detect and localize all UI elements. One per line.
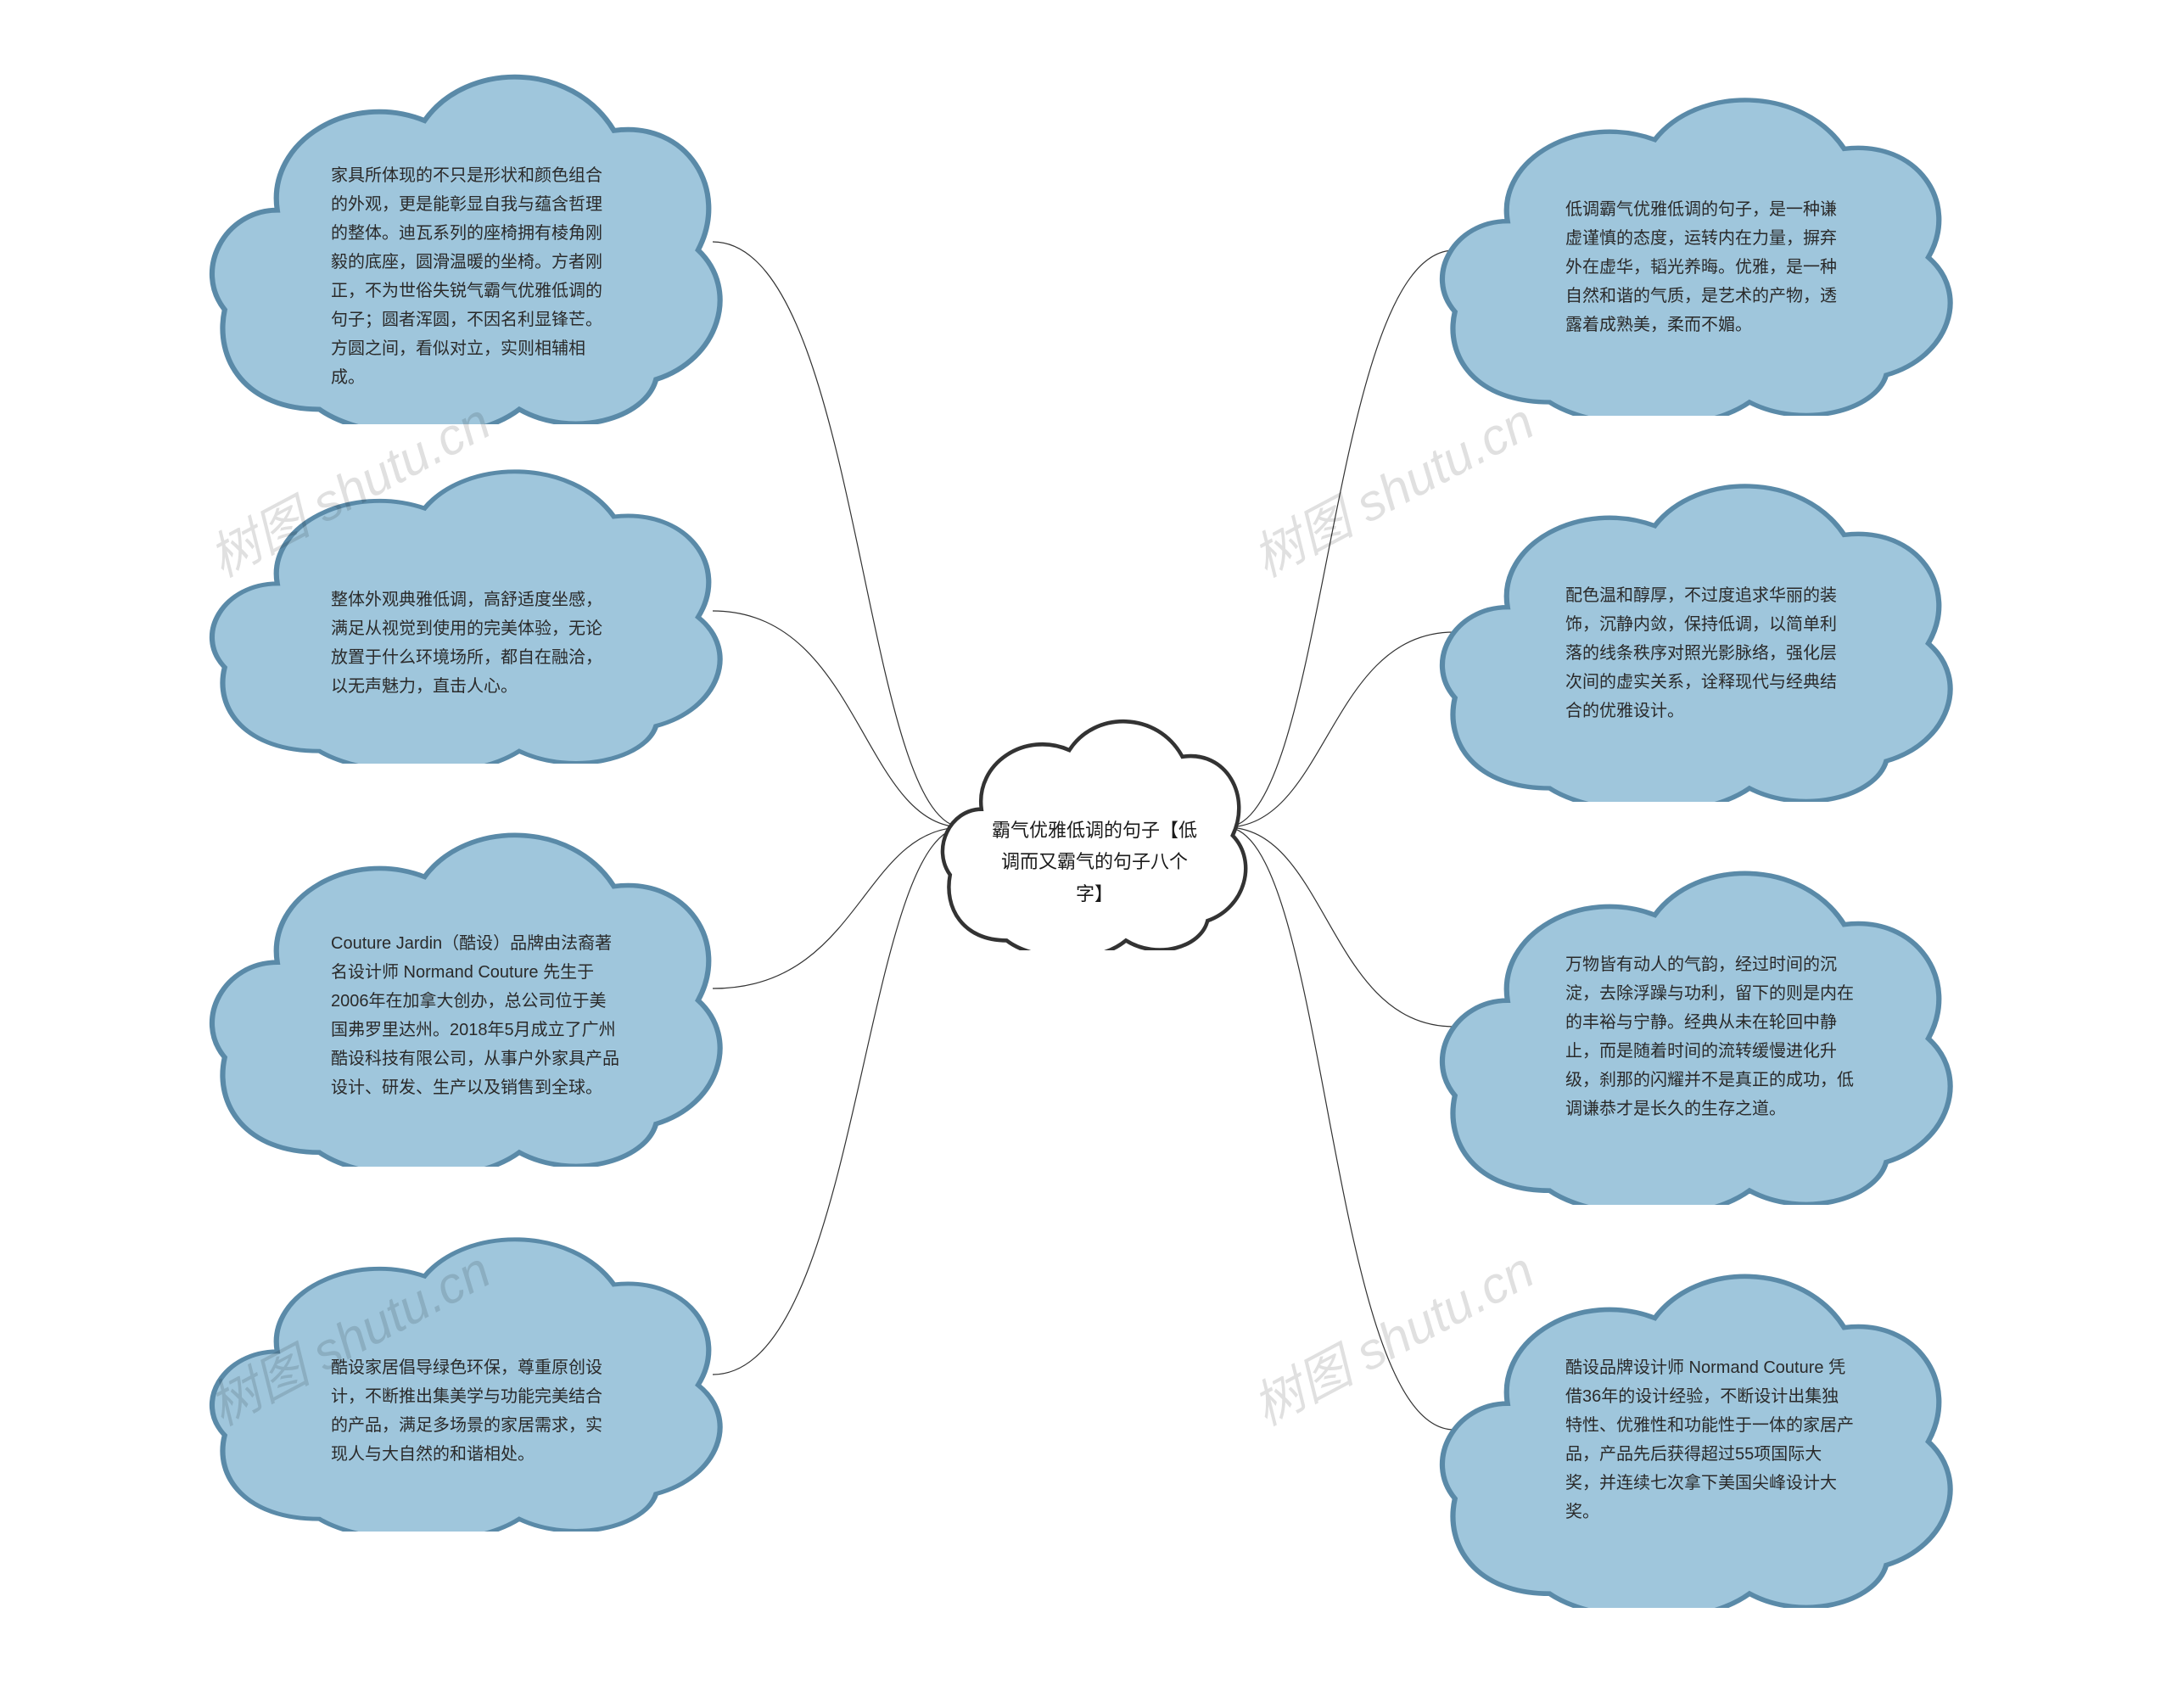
connector-left — [713, 611, 963, 827]
connector-left — [713, 827, 963, 1375]
connector-right — [1226, 827, 1454, 1027]
left-node-0-text: 家具所体现的不只是形状和颜色组合的外观，更是能彰显自我与蕴含哲理的整体。迪瓦系列… — [331, 161, 611, 392]
center-node-text: 霸气优雅低调的句子【低调而又霸气的句子八个字】 — [988, 815, 1201, 910]
left-node-1[interactable]: 整体外观典雅低调，高舒适度坐感，满足从视觉到使用的完美体验，无论放置于什么环境场… — [204, 450, 730, 764]
right-node-0-text: 低调霸气优雅低调的句子，是一种谦虚谨慎的态度，运转内在力量，摒弃外在虚华，韬光养… — [1565, 195, 1845, 339]
connector-right — [1226, 250, 1454, 827]
right-node-2-text: 万物皆有动人的气韵，经过时间的沉淀，去除浮躁与功利，留下的则是内在的丰裕与宁静。… — [1565, 950, 1854, 1123]
center-node[interactable]: 霸气优雅低调的句子【低调而又霸气的句子八个字】 — [938, 704, 1251, 950]
left-node-0[interactable]: 家具所体现的不只是形状和颜色组合的外观，更是能彰显自我与蕴含哲理的整体。迪瓦系列… — [204, 51, 730, 424]
connector-right — [1226, 632, 1454, 827]
right-node-0[interactable]: 低调霸气优雅低调的句子，是一种谦虚谨慎的态度，运转内在力量，摒弃外在虚华，韬光养… — [1434, 76, 1960, 416]
left-node-1-text: 整体外观典雅低调，高舒适度坐感，满足从视觉到使用的完美体验，无论放置于什么环境场… — [331, 585, 611, 701]
left-node-2-text: Couture Jardin（酷设）品牌由法裔著名设计师 Normand Cou… — [331, 929, 619, 1102]
right-node-2[interactable]: 万物皆有动人的气韵，经过时间的沉淀，去除浮躁与功利，留下的则是内在的丰裕与宁静。… — [1434, 848, 1960, 1205]
right-node-1[interactable]: 配色温和醇厚，不过度追求华丽的装饰，沉静内敛，保持低调，以简单利落的线条秩序对照… — [1434, 462, 1960, 802]
connector-left — [713, 242, 963, 827]
right-node-3[interactable]: 酷设品牌设计师 Normand Couture 凭借36年的设计经验，不断设计出… — [1434, 1252, 1960, 1608]
left-node-3[interactable]: 酷设家居倡导绿色环保，尊重原创设计，不断推出集美学与功能完美结合的产品，满足多场… — [204, 1218, 730, 1532]
right-node-3-text: 酷设品牌设计师 Normand Couture 凭借36年的设计经验，不断设计出… — [1565, 1353, 1854, 1526]
connector-left — [713, 827, 963, 988]
connector-right — [1226, 827, 1454, 1430]
right-node-1-text: 配色温和醇厚，不过度追求华丽的装饰，沉静内敛，保持低调，以简单利落的线条秩序对照… — [1565, 581, 1845, 725]
left-node-2[interactable]: Couture Jardin（酷设）品牌由法裔著名设计师 Normand Cou… — [204, 810, 730, 1167]
left-node-3-text: 酷设家居倡导绿色环保，尊重原创设计，不断推出集美学与功能完美结合的产品，满足多场… — [331, 1353, 611, 1469]
